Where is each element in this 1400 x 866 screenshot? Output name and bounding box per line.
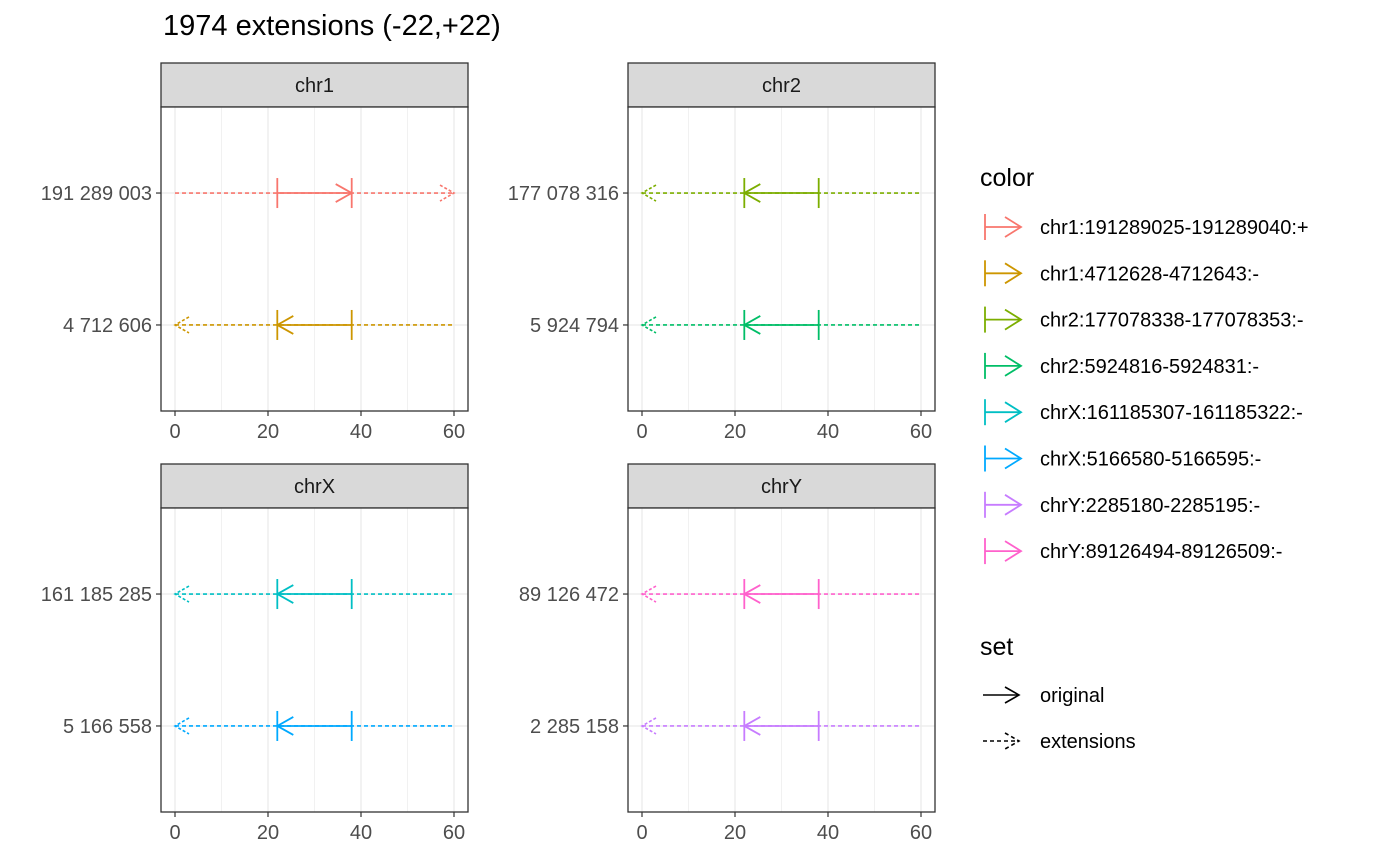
x-tick-label: 40 <box>817 822 839 844</box>
panel-chrY: chrY 89 126 472 2 285 158 0 20 40 60 <box>519 463 936 844</box>
legend-color-item: chr1:4712628-4712643:- <box>984 260 1259 287</box>
chart-title: 1974 extensions (-22,+22) <box>163 10 501 42</box>
panel-chr1: chr1 191 289 003 4 712 606 0 20 40 60 <box>41 62 469 443</box>
legend-color-label: chr1:4712628-4712643:- <box>1040 263 1259 285</box>
legend-set-item: extensions <box>983 731 1136 753</box>
x-tick-label: 0 <box>636 421 647 443</box>
legend-key-arrow <box>1004 308 1023 331</box>
x-tick-label: 20 <box>257 421 279 443</box>
original-arrowhead <box>335 183 354 203</box>
x-tick-label: 20 <box>257 822 279 844</box>
strip-chr2 <box>627 62 936 108</box>
legend-color-item: chrX:161185307-161185322:- <box>984 399 1303 426</box>
strip-chr1 <box>160 62 469 108</box>
x-tick-label: 40 <box>350 822 372 844</box>
strip-label: chr2 <box>762 75 801 97</box>
original-arrowhead <box>275 584 294 604</box>
legend-color-label: chr2:177078338-177078353:- <box>1040 310 1304 332</box>
panel-border <box>160 507 469 813</box>
strip-chrX <box>160 463 469 509</box>
original-arrowhead <box>742 716 761 736</box>
y-tick-label: 5 166 558 <box>63 716 152 738</box>
y-tick-label: 161 185 285 <box>41 584 152 606</box>
x-tick-label: 20 <box>724 421 746 443</box>
original-arrowhead <box>275 716 294 736</box>
legend-color-label: chrX:161185307-161185322:- <box>1040 402 1303 424</box>
legend-key-arrow <box>1004 447 1023 470</box>
legend-color-item: chrY:2285180-2285195:- <box>984 491 1260 518</box>
x-tick-label: 40 <box>817 421 839 443</box>
legend-color-item: chrX:5166580-5166595:- <box>984 445 1261 472</box>
legend-key-arrow <box>1004 540 1023 562</box>
panel-chr2: chr2 177 078 316 5 924 794 0 20 40 60 <box>508 62 936 443</box>
x-tick-label: 60 <box>443 421 465 443</box>
extension-arrowhead <box>439 184 456 202</box>
x-tick-label: 0 <box>169 822 180 844</box>
extension-arrowhead <box>640 184 657 202</box>
strip-label: chrY <box>761 476 802 498</box>
legend-color-item: chr2:5924816-5924831:- <box>984 352 1259 379</box>
x-tick-label: 0 <box>169 421 180 443</box>
x-tick-label: 0 <box>636 822 647 844</box>
legend-color-title: color <box>980 164 1034 192</box>
legend-set-label: extensions <box>1040 731 1136 753</box>
legend-set-item: original <box>983 685 1104 707</box>
legend-color-label: chrX:5166580-5166595:- <box>1040 449 1261 471</box>
legend-set-label: original <box>1040 685 1104 707</box>
legend-color-item: chrY:89126494-89126509:- <box>984 538 1282 565</box>
legend-color-item: chr1:191289025-191289040:+ <box>984 214 1309 240</box>
legend-set-arrow <box>1004 732 1021 750</box>
y-tick-label: 177 078 316 <box>508 183 619 205</box>
y-tick-label: 5 924 794 <box>530 315 619 337</box>
original-arrowhead <box>742 315 761 335</box>
legend: color chr1:191289025-191289040:+ chr1:4712… <box>980 164 1309 753</box>
legend-key-arrow <box>1004 401 1023 423</box>
extension-arrowhead <box>640 717 657 735</box>
legend-set-title: set <box>980 633 1013 661</box>
extension-arrowhead <box>640 316 657 334</box>
panel-border <box>627 106 936 412</box>
legend-set-arrow <box>1004 686 1021 704</box>
panel-border <box>627 507 936 813</box>
original-arrowhead <box>742 183 761 203</box>
x-tick-label: 60 <box>443 822 465 844</box>
legend-key-arrow <box>1004 355 1023 377</box>
legend-key-arrow <box>1004 494 1023 516</box>
extension-arrowhead <box>640 585 657 603</box>
legend-key-arrow <box>1004 262 1023 285</box>
x-tick-label: 60 <box>910 421 932 443</box>
original-arrowhead <box>275 315 294 335</box>
extension-arrowhead <box>173 717 190 735</box>
extension-arrowhead <box>173 585 190 603</box>
strip-label: chrX <box>294 476 335 498</box>
strip-label: chr1 <box>295 75 334 97</box>
extension-arrowhead <box>173 316 190 334</box>
strip-chrY <box>627 463 936 509</box>
legend-color-label: chrY:2285180-2285195:- <box>1040 495 1260 517</box>
panel-border <box>160 106 469 412</box>
y-tick-label: 4 712 606 <box>63 315 152 337</box>
panel-chrX: chrX 161 185 285 5 166 558 0 20 40 60 <box>41 463 469 844</box>
legend-color-label: chr1:191289025-191289040:+ <box>1040 217 1309 239</box>
x-tick-label: 20 <box>724 822 746 844</box>
original-arrowhead <box>742 584 761 604</box>
y-tick-label: 191 289 003 <box>41 183 152 205</box>
legend-color-label: chr2:5924816-5924831:- <box>1040 356 1259 378</box>
legend-key-arrow <box>1004 216 1023 238</box>
y-tick-label: 2 285 158 <box>530 716 619 738</box>
legend-color-label: chrY:89126494-89126509:- <box>1040 541 1282 563</box>
y-tick-label: 89 126 472 <box>519 584 619 606</box>
x-tick-label: 40 <box>350 421 372 443</box>
legend-color-item: chr2:177078338-177078353:- <box>984 306 1304 333</box>
x-tick-label: 60 <box>910 822 932 844</box>
